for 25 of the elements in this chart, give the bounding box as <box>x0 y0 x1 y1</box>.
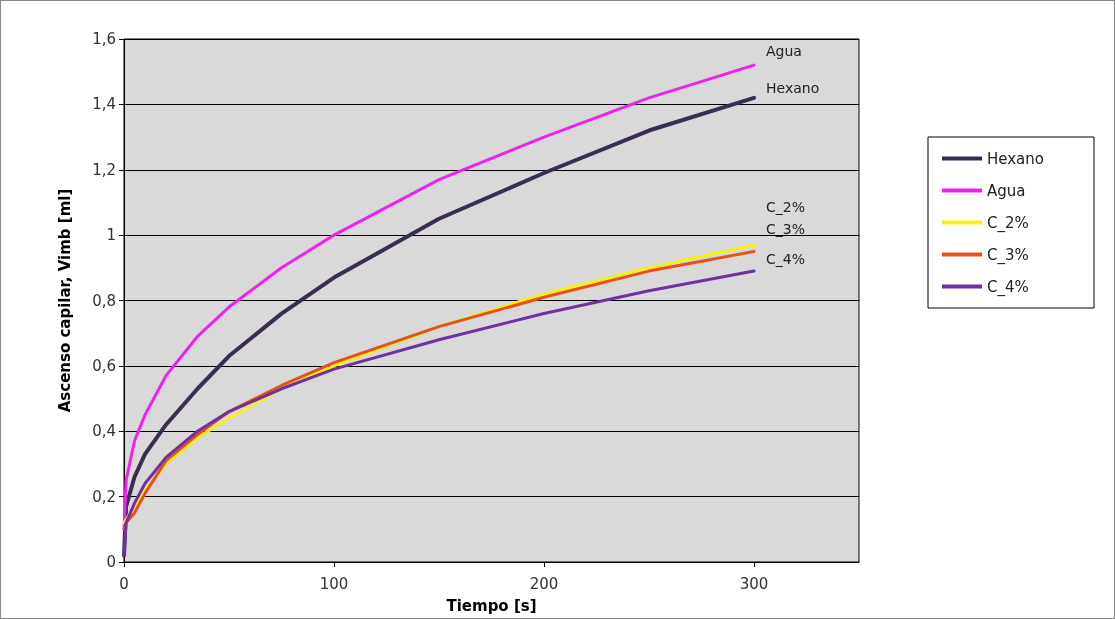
x-tick-label: 100 <box>319 574 349 593</box>
legend-label: C_3% <box>987 245 1029 265</box>
legend-label: C_4% <box>987 277 1029 297</box>
y-tick-label: 1,2 <box>92 160 116 179</box>
text: Agua <box>766 43 802 60</box>
y-tick-label: 0,4 <box>92 422 116 441</box>
x-tick-label: 300 <box>739 574 769 593</box>
legend-label: Hexano <box>987 149 1044 168</box>
text: Hexano <box>766 79 820 96</box>
y-tick-label: 0,6 <box>92 356 116 375</box>
text: C_4% <box>766 251 805 268</box>
legend-label: Agua <box>987 181 1026 200</box>
text: C_2% <box>766 198 805 215</box>
y-axis-title: Ascenso capilar, Vimb [ml] <box>55 188 74 413</box>
legend-label: C_2% <box>987 213 1029 233</box>
x-axis-title: Tiempo [s] <box>446 596 537 615</box>
y-tick-label: 0,8 <box>92 291 116 310</box>
y-tick-label: 1,6 <box>92 30 116 48</box>
y-tick-label: 0 <box>106 553 116 571</box>
text: C_3% <box>766 221 805 238</box>
y-tick-label: 1,4 <box>92 95 116 114</box>
x-tick-label: 200 <box>529 574 559 593</box>
y-tick-label: 1 <box>106 226 116 245</box>
y-tick-label: 0,2 <box>92 487 116 506</box>
x-tick-label: 0 <box>119 574 129 593</box>
